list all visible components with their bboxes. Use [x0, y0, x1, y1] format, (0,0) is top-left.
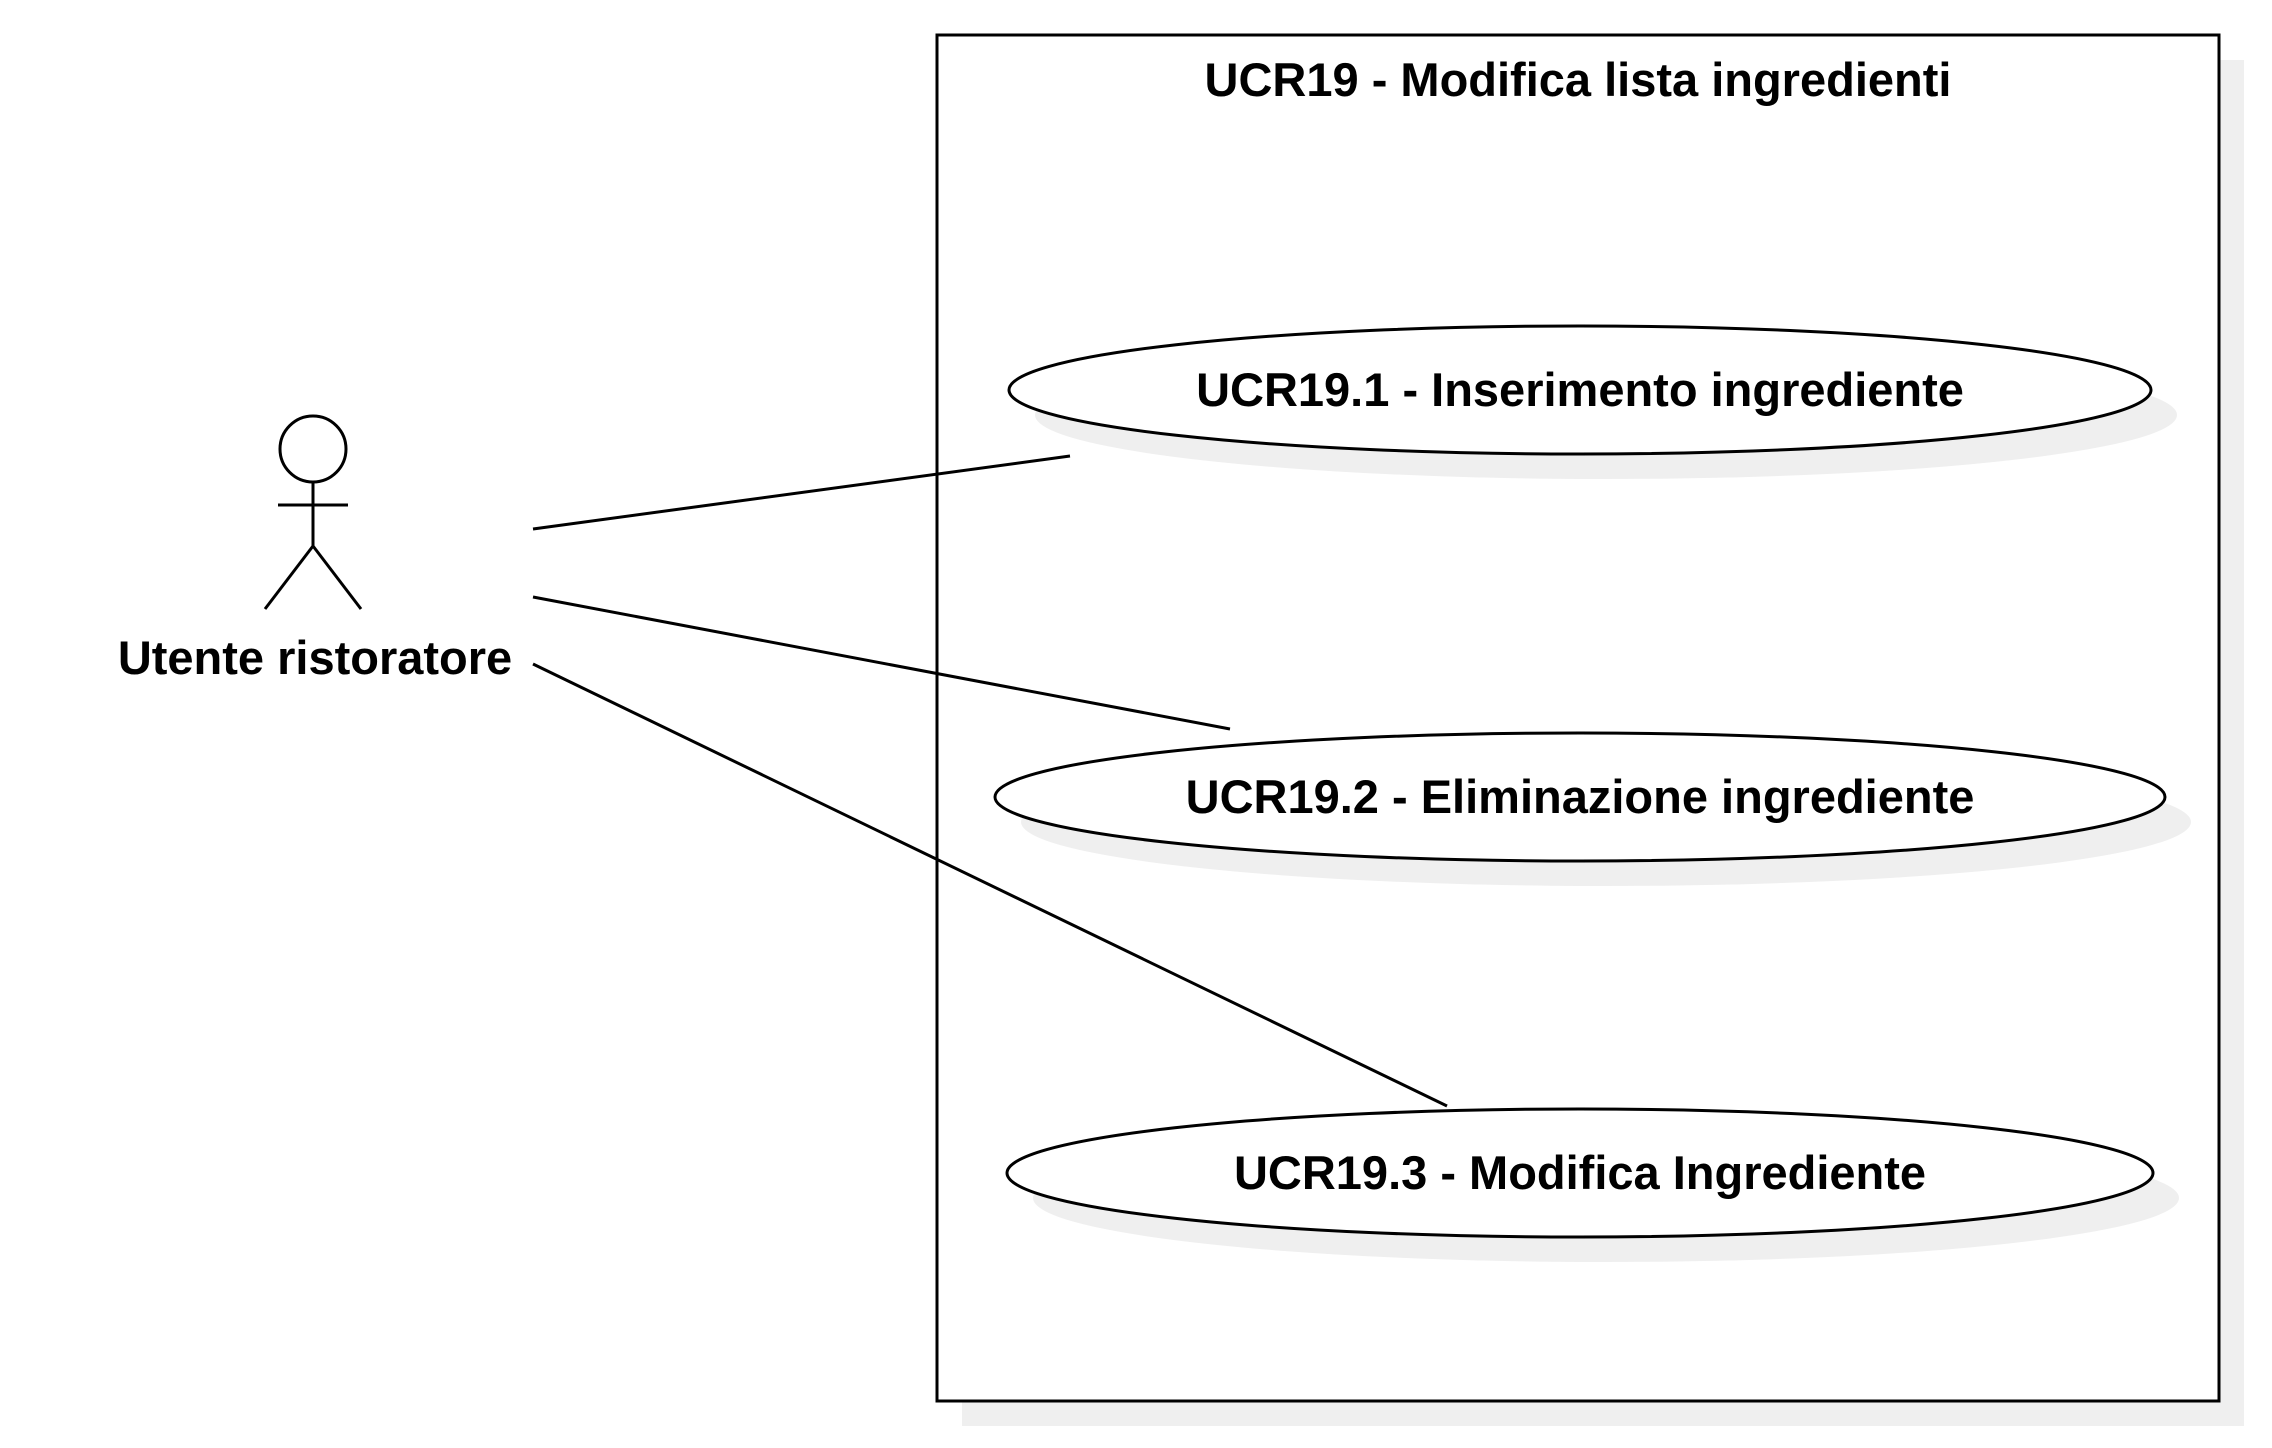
- association-line-1: [532, 454, 1071, 531]
- actor-right-leg: [311, 545, 363, 610]
- use-case-3[interactable]: [1005, 1107, 2155, 1239]
- actor-icon[interactable]: [263, 414, 363, 610]
- actor-name: Utente ristoratore: [118, 631, 512, 684]
- use-case-3-label: UCR19.3 - Modifica Ingrediente: [1234, 1146, 1926, 1199]
- use-case-1-label: UCR19.1 - Inserimento ingrediente: [1196, 363, 1964, 416]
- actor-left-leg: [263, 545, 315, 610]
- system-title: UCR19 - Modifica lista ingredienti: [1205, 53, 1952, 106]
- use-case-1[interactable]: [1007, 324, 2153, 456]
- association-line-2: [532, 595, 1231, 731]
- use-case-2[interactable]: [993, 731, 2167, 863]
- actor-head: [278, 414, 348, 484]
- use-case-2-label: UCR19.2 - Eliminazione ingrediente: [1186, 770, 1975, 823]
- association-line-3: [532, 662, 1448, 1108]
